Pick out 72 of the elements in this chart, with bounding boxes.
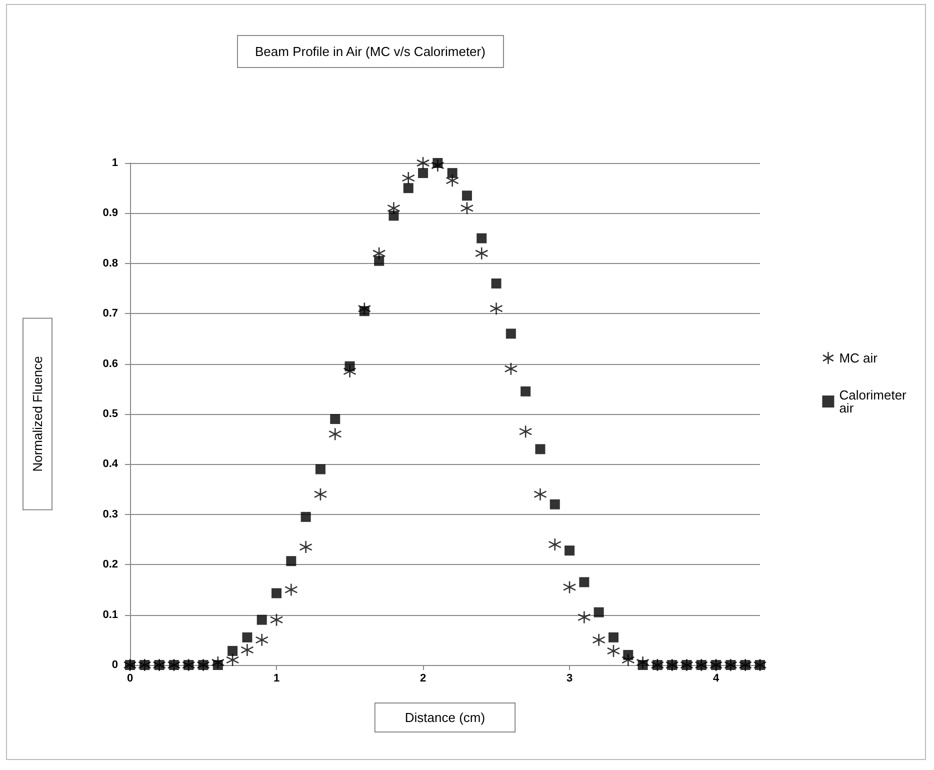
point [506, 328, 516, 339]
y-tick-label: 0.8 [102, 257, 118, 270]
point [476, 233, 487, 244]
point [518, 424, 532, 438]
point [240, 643, 254, 657]
point [562, 580, 576, 594]
point [594, 607, 604, 618]
x-tick-label: 1 [273, 672, 280, 684]
x-axis-title: Distance (cm) [404, 710, 486, 725]
point [447, 168, 458, 178]
point [286, 556, 296, 566]
y-tick-label: 0.7 [102, 308, 118, 320]
point [606, 644, 620, 658]
point [462, 190, 472, 201]
point [328, 427, 342, 441]
y-tick-label: 0 [112, 659, 118, 671]
y-tick-label: 0.3 [102, 508, 118, 520]
point [228, 646, 238, 656]
point [460, 202, 474, 215]
point [402, 171, 416, 185]
y-tick-label: 0.5 [102, 408, 118, 420]
point [608, 632, 618, 642]
point [314, 488, 328, 501]
point [592, 633, 606, 647]
point [548, 538, 562, 552]
point [504, 362, 518, 376]
y-tick-label: 0.2 [102, 558, 118, 571]
legend-label: Calorimeter air [839, 388, 910, 416]
point [418, 168, 428, 178]
point [578, 610, 591, 624]
point [256, 614, 267, 625]
point [638, 660, 648, 670]
point [491, 278, 502, 288]
point [403, 183, 414, 194]
point [388, 210, 399, 221]
x-tick-label: 0 [126, 672, 134, 684]
point [374, 256, 384, 266]
point [212, 660, 223, 670]
point [315, 464, 326, 474]
point [474, 246, 488, 260]
point [416, 156, 430, 170]
x-tick-label: 2 [420, 672, 426, 684]
point [432, 158, 443, 168]
point [520, 386, 531, 396]
point [300, 512, 311, 522]
point [534, 488, 547, 501]
point [242, 632, 252, 642]
point [623, 650, 634, 660]
point [579, 577, 590, 588]
point [299, 540, 312, 554]
point [270, 613, 284, 626]
point [550, 499, 560, 510]
point [490, 302, 503, 316]
x-tick-label: 4 [712, 672, 720, 684]
x-tick-label: 3 [566, 672, 573, 684]
chart-title: Beam Profile in Air (MC v/s Calorimeter) [255, 44, 486, 59]
point [344, 361, 355, 372]
y-tick-label: 1 [112, 157, 118, 169]
point [535, 444, 546, 454]
y-tick-label: 0.4 [102, 458, 119, 470]
y-tick-label: 0.9 [102, 207, 118, 220]
point [226, 653, 240, 667]
y-tick-label: 0.6 [102, 358, 118, 370]
y-tick-label: 0.1 [102, 608, 118, 621]
point [330, 414, 340, 424]
legend-label: MC air [839, 350, 878, 366]
point [564, 546, 575, 556]
point [284, 583, 298, 596]
point [272, 588, 282, 598]
point [255, 633, 269, 647]
point [359, 306, 370, 316]
y-axis-title: Normalized Fluence [30, 356, 45, 472]
